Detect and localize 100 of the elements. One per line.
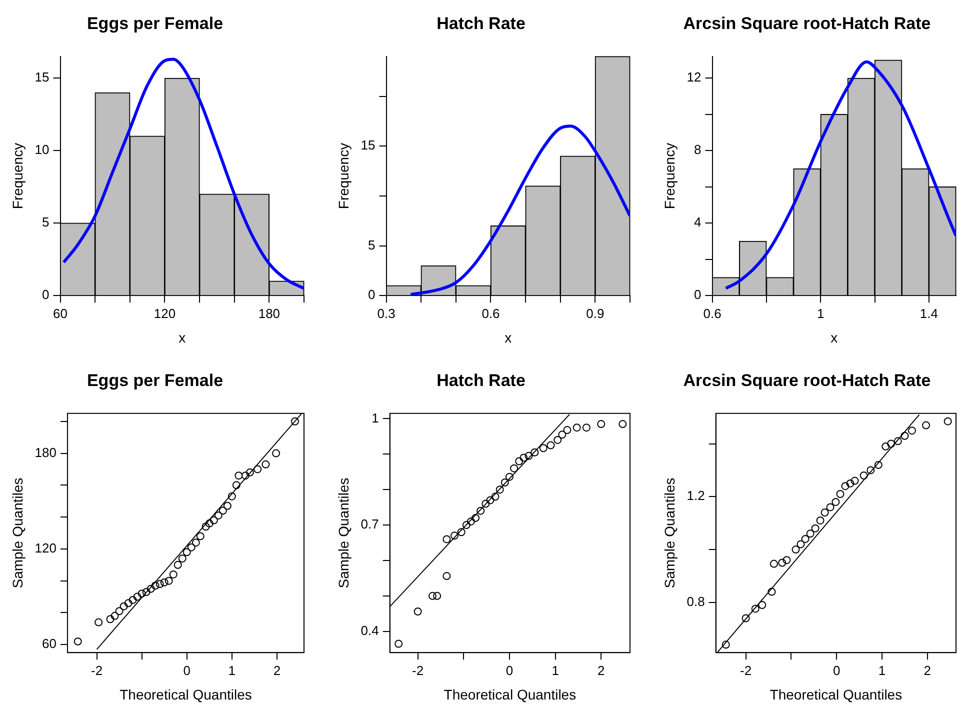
point [457, 528, 466, 536]
point [520, 454, 528, 462]
point [210, 516, 218, 524]
x-tick-label: 0.3 [377, 306, 396, 321]
x-tick-label: 2 [924, 662, 932, 678]
x-axis-title: x [504, 329, 512, 346]
point [792, 546, 800, 554]
point [115, 607, 124, 616]
point [433, 592, 442, 600]
point [778, 558, 786, 567]
y-tick-label: 0 [694, 287, 702, 302]
x-tick-label: 180 [258, 306, 280, 321]
x-axis-title: Theoretical Quantiles [770, 686, 902, 702]
x-tick-label: 1 [552, 662, 559, 678]
chart-title: Eggs per Female [86, 370, 224, 390]
x-tick-label: 2 [598, 662, 605, 678]
point [146, 584, 155, 593]
point [874, 460, 882, 469]
y-tick-label: 15 [360, 138, 376, 153]
point [138, 590, 146, 598]
y-axis-title: Frequency [335, 142, 352, 210]
point [510, 464, 518, 472]
point [120, 602, 128, 610]
point [290, 417, 299, 426]
point [241, 472, 250, 480]
x-tick-label: -2 [412, 662, 424, 678]
point [768, 588, 776, 596]
x-axis-title: Theoretical Quantiles [444, 686, 576, 702]
y-tick-label: 60 [42, 636, 56, 652]
point [922, 421, 930, 430]
point [450, 532, 458, 540]
point [900, 432, 909, 440]
x-tick-label: -2 [90, 662, 103, 678]
point [202, 522, 210, 531]
x-axis-title: Theoretical Quantiles [120, 686, 252, 702]
y-tick-label: 0.7 [360, 516, 379, 532]
x-axis-title: x [830, 329, 838, 346]
x-tick-label: 0 [183, 662, 190, 678]
point [524, 452, 533, 460]
point [74, 637, 82, 646]
point [597, 420, 606, 428]
point [806, 530, 814, 538]
chart-title: Eggs per Female [86, 14, 224, 33]
point [539, 444, 548, 452]
point [832, 498, 840, 506]
point [515, 457, 524, 466]
point [254, 465, 262, 474]
point [466, 517, 475, 526]
point [156, 580, 164, 588]
point [174, 560, 182, 569]
point [530, 448, 539, 456]
point [196, 532, 204, 540]
x-tick-label: -2 [740, 662, 752, 678]
y-tick-label: 120 [34, 540, 56, 556]
point [128, 596, 137, 604]
y-tick-label: 12 [686, 70, 702, 85]
point [178, 554, 186, 563]
x-tick-label: 0 [833, 662, 840, 678]
point [94, 618, 103, 626]
point [841, 482, 850, 490]
point [894, 437, 902, 446]
point [846, 479, 854, 488]
point [164, 576, 173, 585]
y-tick-label: 15 [34, 70, 50, 85]
point [272, 449, 280, 458]
point [742, 614, 750, 622]
y-tick-label: 10 [34, 142, 50, 158]
chart-title: Arcsin Square root-Hatch Rate [683, 14, 931, 33]
chart-title: Hatch Rate [436, 370, 526, 390]
point [486, 496, 494, 504]
point [214, 511, 222, 520]
point [572, 424, 581, 432]
point [558, 430, 566, 439]
point [582, 424, 590, 432]
x-tick-label: 1.4 [920, 306, 938, 321]
point [836, 490, 844, 498]
y-tick-label: 8 [694, 142, 702, 158]
point [218, 506, 227, 515]
point [142, 588, 150, 596]
point [442, 535, 451, 544]
y-tick-label: 4 [694, 214, 702, 230]
point [751, 604, 760, 613]
y-tick-label: 0 [42, 287, 50, 302]
point [554, 436, 562, 444]
x-tick-label: 0.9 [586, 306, 604, 321]
point [908, 426, 916, 435]
chart-title: Hatch Rate [436, 14, 526, 33]
point [944, 417, 952, 426]
point [182, 548, 191, 556]
point [826, 503, 834, 512]
chart-title: Arcsin Square root-Hatch Rate [683, 370, 931, 390]
point [496, 486, 504, 494]
point [866, 466, 875, 474]
point [232, 481, 240, 490]
point [192, 538, 200, 547]
point [505, 472, 514, 481]
point [816, 516, 824, 524]
y-axis-title: Sample Quantiles [9, 478, 26, 588]
point [133, 592, 142, 601]
x-axis-title: x [178, 329, 186, 346]
